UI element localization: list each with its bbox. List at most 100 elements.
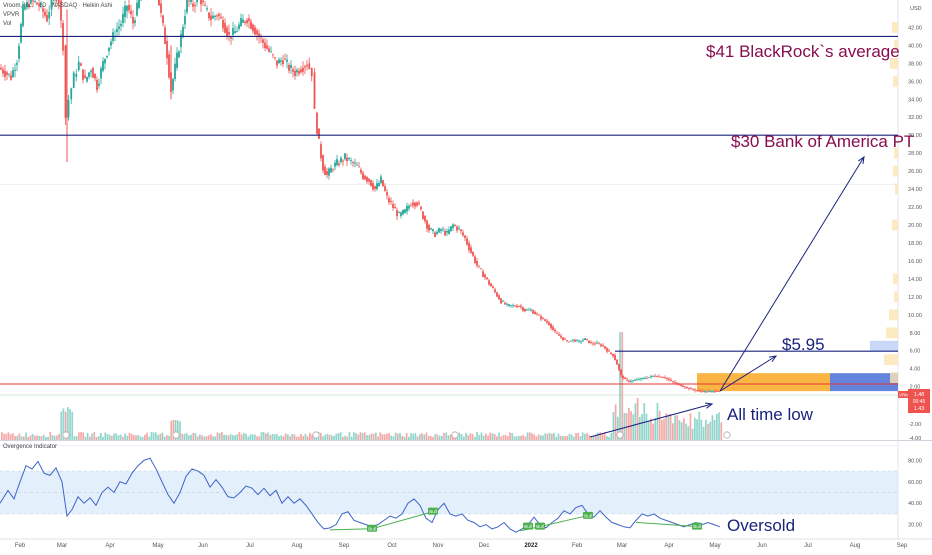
candle-body [522,307,524,311]
annotation-target: $5.95 [782,335,825,354]
volume-bar [694,417,696,440]
volume-bar [711,415,714,440]
candle-body [336,159,338,166]
candle-body [230,36,232,39]
bull-label[interactable] [535,522,545,530]
candle-body [426,220,428,229]
earnings-marker[interactable] [451,431,459,439]
candle-body [36,2,38,5]
volume-bar [300,433,302,440]
candle-body [352,162,354,164]
volume-bar [331,435,333,440]
candle-body [310,67,313,77]
candle-body [434,232,436,238]
volume-bar [36,435,38,440]
candle-body [292,69,294,72]
volume-bar [403,436,406,440]
candle-body [658,376,660,378]
candle-body [652,375,654,377]
candle-body [264,42,266,49]
candle-body [516,305,518,308]
volume-bar [579,436,582,440]
candle-body [176,52,178,68]
volume-bar [388,433,390,440]
candle-body [288,64,290,71]
volume-bar [674,415,676,440]
volume-bar [346,436,349,440]
volume-bar [562,436,564,440]
candle-body [100,68,102,79]
oscillator-title[interactable]: Overgence Indicator [3,444,58,450]
candle-body [252,24,254,32]
candle-body [404,209,406,214]
volume-bar [379,432,382,440]
time-tick-label: Feb [15,543,26,549]
candle-body [134,20,136,23]
earnings-marker[interactable] [312,431,320,439]
price-tick-label: 40.00 [908,43,922,49]
bull-label[interactable] [367,524,377,532]
volume-bar [113,433,115,440]
candle-body [350,160,352,161]
volume-bar [16,435,19,440]
candle-body [266,45,268,49]
volume-bar [168,435,170,440]
chart-legend: Vroom, Inc. · 1D · NASDAQ · Heikin Ashi … [3,2,112,29]
earnings-marker[interactable] [616,431,624,439]
volume-bar [258,436,261,440]
volume-bar [676,415,679,440]
legend-vol[interactable]: Vol [3,21,12,27]
volume-bar [522,435,525,440]
volume-bar [221,432,223,440]
volume-bar [223,434,225,440]
bull-label[interactable] [583,511,593,519]
oscillator-tick-label: 20.00 [908,523,922,529]
volume-bar [498,432,500,440]
candle-body [206,8,208,10]
candle-body [584,338,586,340]
volume-bar [628,407,630,440]
candle-body [430,228,432,230]
candle-body [468,242,470,251]
legend-vpvr[interactable]: VPVR [3,12,20,18]
bull-label[interactable] [692,522,702,530]
volume-bar [199,434,201,440]
candle-body [570,340,572,342]
volume-bar [295,436,298,440]
volume-bar [174,419,177,440]
vpvr-bar [894,40,898,51]
volume-bar [225,434,228,440]
price-tick-label: 42.00 [908,25,922,31]
volume-bar [348,432,351,440]
volume-bar [205,436,208,440]
candle-body [680,384,682,387]
bull-label[interactable] [428,507,438,515]
candle-body [70,88,73,100]
candle-body [564,338,566,340]
volume-bar [302,436,305,440]
projection-zone-blue [830,373,898,392]
candle-body [4,70,6,77]
volume-bar [5,433,8,440]
time-tick-label: Sep [339,543,350,549]
candle-body [284,58,286,60]
time-tick-label: Jun [198,543,208,549]
volume-bar [135,435,137,440]
volume-bar [432,436,434,440]
legend-symbol[interactable]: Vroom, Inc. · 1D · NASDAQ · Heikin Ashi [3,3,113,9]
volume-bar [474,436,476,440]
earnings-marker[interactable] [172,431,180,439]
volume-bar [75,436,78,440]
volume-bar [683,418,685,440]
volume-bar [641,413,643,440]
volume-bar [518,435,520,440]
earnings-marker[interactable] [62,431,70,439]
earnings-marker[interactable] [723,431,731,439]
volume-bar [471,434,474,440]
volume-bar [333,435,335,440]
bull-label[interactable] [523,522,533,530]
volume-bar [256,436,258,440]
price-badge-time: 00:45 [913,399,926,405]
